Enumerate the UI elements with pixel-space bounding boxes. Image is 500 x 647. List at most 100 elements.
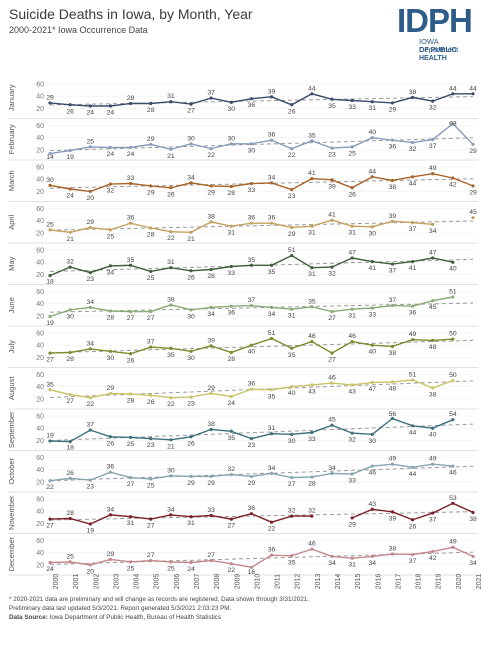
- data-point: [431, 172, 435, 176]
- data-point: [68, 265, 72, 269]
- data-point: [108, 391, 113, 396]
- y-tick-label: 40: [36, 509, 44, 516]
- data-point: [189, 102, 193, 106]
- x-tick-label: 2008: [214, 574, 221, 590]
- data-label: 26: [66, 108, 74, 115]
- data-label: 36: [268, 132, 276, 139]
- data-point: [68, 187, 72, 191]
- data-point: [88, 305, 92, 309]
- data-label: 30: [248, 147, 256, 154]
- data-point: [128, 560, 133, 564]
- data-point: [410, 260, 415, 264]
- data-point: [48, 228, 52, 232]
- data-label: 20: [87, 195, 95, 202]
- data-label: 33: [127, 175, 135, 182]
- y-tick-label: 20: [36, 521, 44, 528]
- data-point: [390, 262, 395, 266]
- data-label: 38: [409, 89, 417, 96]
- data-point: [229, 304, 233, 308]
- data-label: 26: [187, 274, 195, 281]
- month-label-may: May: [7, 256, 16, 270]
- data-point: [88, 478, 92, 482]
- data-label: 50: [449, 331, 457, 338]
- data-label: 22: [288, 152, 296, 159]
- y-tick-label: 60: [36, 289, 44, 296]
- series-line-december: [49, 546, 474, 569]
- data-label: 30: [187, 355, 195, 362]
- data-label: 44: [409, 471, 417, 478]
- data-label: 40: [429, 432, 437, 439]
- data-label: 35: [268, 269, 276, 276]
- data-label: 35: [308, 298, 316, 305]
- month-label-august: August: [7, 376, 16, 400]
- data-point: [229, 517, 233, 521]
- data-point: [390, 344, 395, 349]
- data-label: 37: [409, 226, 417, 233]
- data-label: 28: [127, 398, 135, 405]
- x-tick-label: 2019: [436, 574, 443, 590]
- data-point: [108, 182, 113, 186]
- y-tick-label: 40: [36, 177, 44, 184]
- data-point: [229, 264, 233, 269]
- data-point: [249, 343, 254, 347]
- data-label: 37: [389, 268, 397, 275]
- data-point: [330, 97, 334, 101]
- data-label: 32: [107, 188, 115, 195]
- data-point: [68, 560, 72, 564]
- data-label: 42: [429, 555, 437, 562]
- data-label: 29: [187, 480, 195, 487]
- data-label: 27: [147, 315, 155, 322]
- source-label: Data Source:: [9, 614, 48, 621]
- trend-line: [49, 96, 474, 106]
- data-label: 31: [288, 313, 296, 320]
- data-label: 16: [248, 569, 256, 576]
- data-point: [350, 556, 354, 560]
- data-point: [48, 151, 52, 156]
- data-point: [410, 141, 415, 145]
- data-point: [149, 559, 153, 563]
- data-point: [249, 565, 254, 569]
- data-point: [330, 471, 334, 475]
- data-point: [128, 181, 133, 186]
- data-label: 23: [288, 193, 296, 200]
- data-point: [68, 148, 72, 153]
- data-point: [310, 514, 314, 518]
- data-point: [310, 383, 314, 387]
- data-point: [169, 474, 173, 478]
- data-point: [149, 226, 153, 230]
- data-label: 32: [308, 508, 316, 515]
- data-label: 43: [348, 388, 356, 395]
- data-point: [330, 310, 334, 314]
- data-point: [189, 308, 193, 312]
- chart-subtitle: 2000-2021* Iowa Occurrence Data: [9, 25, 148, 35]
- data-label: 33: [207, 507, 215, 514]
- x-tick-label: 2010: [254, 574, 261, 590]
- data-label: 34: [187, 174, 195, 181]
- data-label: 37: [429, 143, 437, 150]
- data-point: [108, 104, 113, 108]
- data-point: [108, 264, 113, 268]
- data-label: 22: [207, 152, 215, 159]
- data-point: [68, 440, 72, 444]
- data-label: 24: [107, 151, 115, 158]
- y-tick-label: 40: [36, 94, 44, 101]
- data-label: 41: [369, 265, 377, 272]
- data-label: 51: [409, 372, 417, 379]
- data-label: 44: [409, 429, 417, 436]
- data-point: [68, 308, 72, 312]
- data-point: [330, 146, 334, 150]
- data-point: [88, 563, 92, 567]
- data-point: [390, 416, 395, 421]
- x-tick-label: 2021: [476, 574, 483, 590]
- idph-logo: IDPH IOWA Department OF PUBLIC HEALTH: [397, 2, 479, 72]
- data-point: [48, 101, 52, 105]
- data-label: 28: [228, 356, 236, 363]
- data-label: 47: [429, 249, 437, 256]
- series-line-march: [49, 172, 474, 193]
- data-label: 29: [46, 94, 54, 101]
- month-label-january: January: [7, 84, 16, 111]
- y-tick-label: 60: [36, 165, 44, 172]
- data-point: [209, 513, 213, 518]
- data-point: [370, 175, 374, 179]
- data-point: [431, 511, 435, 515]
